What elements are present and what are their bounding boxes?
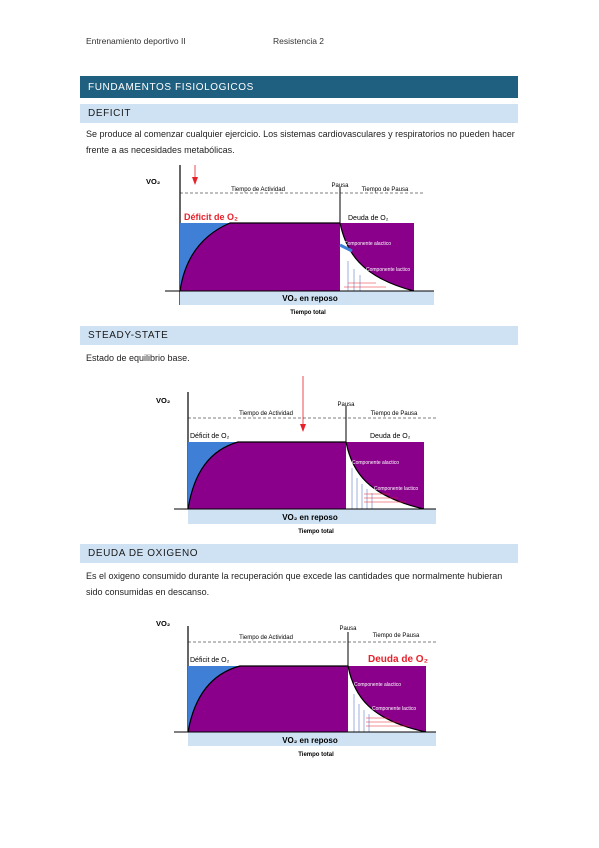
rest-vo2-label: VO₂ en reposo [282, 736, 338, 745]
deficit-label: Déficit de O₂ [190, 657, 230, 664]
section-text-deuda: Es el oxigeno consumido durante la recup… [86, 571, 503, 597]
pause-label: Pausa [339, 626, 357, 632]
total-time-label: Tiempo total [290, 310, 326, 316]
running-header-left: Entrenamiento deportivo II [86, 36, 186, 46]
total-time-label: Tiempo total [298, 529, 334, 535]
deficit-label: Déficit de O₂ [190, 433, 230, 440]
lactic-component-label: Componente lactico [374, 486, 418, 492]
pause-label: Pausa [331, 183, 349, 189]
pause-label: Pausa [337, 402, 355, 408]
debt-label: Deuda de O₂ [370, 433, 411, 440]
pause-time-label: Tiempo de Pausa [362, 187, 409, 193]
oxygen-deficit-diagram: VO₂ Tiempo de Actividad Pausa Tiempo de … [146, 165, 434, 316]
activity-time-label: Tiempo de Actividad [239, 411, 293, 417]
lactic-component-label: Componente lactico [372, 706, 416, 712]
section-text-steady-state: Estado de equilibrio base. [86, 353, 190, 363]
section-heading-steady-state: STEADY-STATE [80, 326, 518, 345]
pause-time-label: Tiempo de Pausa [373, 633, 420, 639]
alactic-component-label: Componente alactico [352, 460, 399, 466]
rest-vo2-label: VO₂ en reposo [282, 513, 338, 522]
steady-state-diagram: VO₂ Tiempo de Actividad Pausa Tiempo de … [156, 376, 436, 535]
section-heading-deficit: DEFICIT [80, 104, 518, 123]
main-section-heading: FUNDAMENTOS FISIOLOGICOS [80, 76, 518, 98]
debt-label: Deuda de O₂ [348, 215, 389, 222]
debt-label: Deuda de O₂ [368, 654, 428, 665]
vo2-axis-label: VO₂ [156, 619, 170, 628]
lactic-component-label: Componente lactico [366, 267, 410, 273]
rest-vo2-label: VO₂ en reposo [282, 294, 338, 303]
vo2-axis-label: VO₂ [146, 177, 160, 186]
section-text-deficit: Se produce al comenzar cualquier ejercic… [86, 129, 515, 155]
section-heading-deuda: DEUDA DE OXIGENO [80, 544, 518, 563]
total-time-label: Tiempo total [298, 752, 334, 758]
alactic-component-label: Componente alactico [354, 682, 401, 688]
running-header-right: Resistencia 2 [273, 36, 325, 46]
deficit-label: Déficit de O₂ [184, 212, 238, 222]
activity-time-label: Tiempo de Actividad [239, 635, 293, 641]
pause-time-label: Tiempo de Pausa [371, 411, 418, 417]
vo2-axis-label: VO₂ [156, 396, 170, 405]
activity-time-label: Tiempo de Actividad [231, 187, 285, 193]
alactic-component-label: Componente alactico [344, 241, 391, 247]
oxygen-debt-diagram: VO₂ Tiempo de Actividad Pausa Tiempo de … [156, 619, 436, 758]
